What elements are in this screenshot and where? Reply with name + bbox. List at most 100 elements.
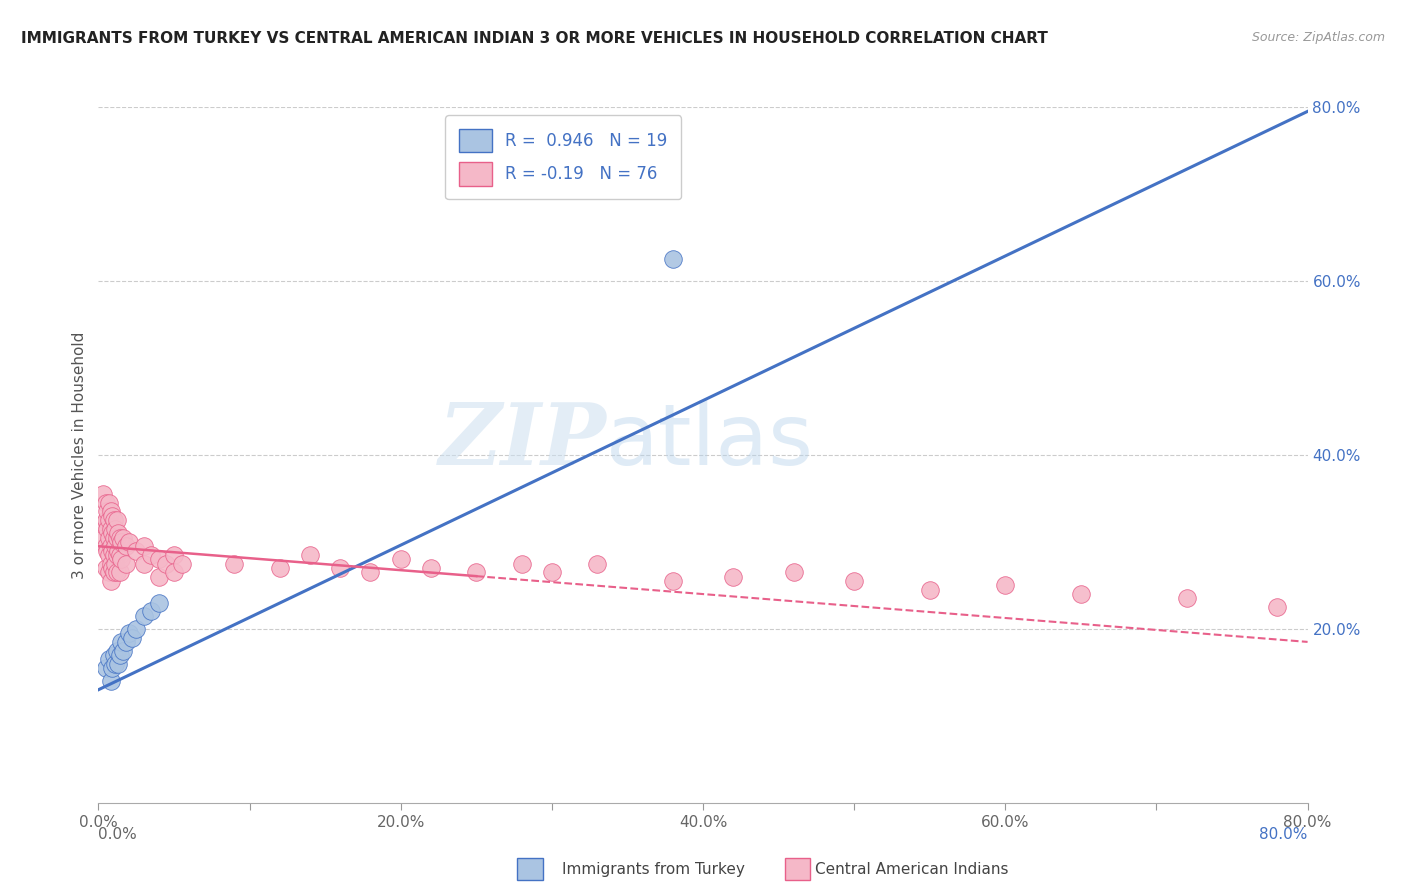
- Point: [100, 504, 122, 518]
- Point: [163, 548, 186, 562]
- Point: [103, 531, 125, 545]
- Point: [101, 543, 124, 558]
- Point: [98, 548, 121, 562]
- Point: [93, 517, 115, 532]
- Point: [98, 566, 121, 580]
- Point: [329, 561, 352, 575]
- Point: [121, 631, 143, 645]
- Point: [132, 608, 155, 623]
- Point: [510, 557, 533, 571]
- Text: 80.0%: 80.0%: [1260, 827, 1308, 841]
- Text: Central American Indians: Central American Indians: [815, 863, 1010, 877]
- Point: [105, 566, 128, 580]
- Point: [465, 566, 488, 580]
- Point: [114, 539, 136, 553]
- Point: [420, 561, 443, 575]
- Point: [93, 531, 115, 545]
- Text: atlas: atlas: [606, 400, 814, 483]
- Point: [844, 574, 866, 588]
- Point: [100, 674, 122, 689]
- Point: [125, 543, 148, 558]
- Point: [118, 534, 141, 549]
- Point: [586, 557, 609, 571]
- Point: [101, 526, 124, 541]
- Point: [103, 648, 125, 662]
- Point: [105, 548, 128, 562]
- Point: [111, 643, 134, 657]
- Point: [104, 557, 127, 571]
- Point: [94, 661, 117, 675]
- Point: [141, 605, 163, 619]
- Point: [163, 566, 186, 580]
- Point: [108, 566, 131, 580]
- Text: 0.0%: 0.0%: [98, 827, 138, 841]
- Point: [105, 513, 128, 527]
- Point: [723, 570, 745, 584]
- Text: Source: ZipAtlas.com: Source: ZipAtlas.com: [1251, 31, 1385, 45]
- Point: [141, 548, 163, 562]
- Point: [148, 596, 170, 610]
- Point: [98, 652, 121, 666]
- Point: [96, 543, 118, 558]
- Text: Immigrants from Turkey: Immigrants from Turkey: [562, 863, 745, 877]
- Point: [105, 531, 128, 545]
- Point: [269, 561, 291, 575]
- Point: [101, 508, 124, 523]
- Point: [103, 513, 125, 527]
- Point: [96, 522, 118, 536]
- Point: [107, 657, 129, 671]
- Point: [100, 574, 122, 588]
- Point: [783, 566, 806, 580]
- Point: [148, 570, 170, 584]
- Point: [98, 513, 121, 527]
- Y-axis label: 3 or more Vehicles in Household: 3 or more Vehicles in Household: [72, 331, 87, 579]
- Text: IMMIGRANTS FROM TURKEY VS CENTRAL AMERICAN INDIAN 3 OR MORE VEHICLES IN HOUSEHOL: IMMIGRANTS FROM TURKEY VS CENTRAL AMERIC…: [21, 31, 1047, 46]
- Point: [103, 566, 125, 580]
- Point: [104, 657, 127, 671]
- Legend: R =  0.946   N = 19, R = -0.19   N = 76: R = 0.946 N = 19, R = -0.19 N = 76: [446, 115, 681, 199]
- Point: [98, 496, 121, 510]
- Point: [1175, 591, 1198, 606]
- Point: [107, 526, 129, 541]
- Point: [101, 561, 124, 575]
- Point: [132, 557, 155, 571]
- Point: [360, 566, 382, 580]
- Point: [104, 539, 127, 553]
- Text: ZIP: ZIP: [439, 400, 606, 483]
- Point: [114, 557, 136, 571]
- Point: [224, 557, 246, 571]
- Point: [299, 548, 322, 562]
- Point: [94, 496, 117, 510]
- Point: [540, 566, 562, 580]
- Point: [114, 635, 136, 649]
- Point: [111, 531, 134, 545]
- Point: [110, 635, 132, 649]
- Point: [96, 504, 118, 518]
- Point: [107, 543, 129, 558]
- Point: [100, 539, 122, 553]
- Point: [108, 531, 131, 545]
- Point: [155, 557, 177, 571]
- Point: [110, 552, 132, 566]
- Point: [105, 643, 128, 657]
- Point: [94, 561, 117, 575]
- Point: [108, 648, 131, 662]
- Point: [110, 534, 132, 549]
- Point: [98, 531, 121, 545]
- Point: [100, 522, 122, 536]
- Point: [103, 548, 125, 562]
- Point: [125, 622, 148, 636]
- Point: [132, 539, 155, 553]
- Point: [104, 522, 127, 536]
- Point: [1070, 587, 1092, 601]
- Point: [170, 557, 193, 571]
- Point: [108, 548, 131, 562]
- Point: [101, 661, 124, 675]
- Point: [389, 552, 412, 566]
- Point: [94, 539, 117, 553]
- Point: [94, 513, 117, 527]
- Point: [994, 578, 1017, 592]
- Point: [1267, 600, 1289, 615]
- Point: [100, 557, 122, 571]
- Point: [662, 574, 685, 588]
